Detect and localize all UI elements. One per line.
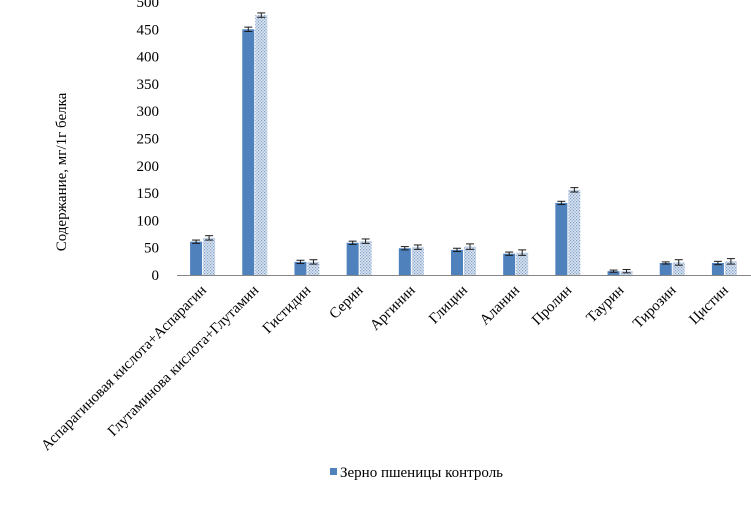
bar-control: [503, 253, 516, 275]
legend: Зерно пшеницы контроль: [330, 465, 503, 481]
y-tick-label: 150: [137, 186, 160, 202]
bar-control: [555, 202, 568, 275]
x-category-label: Таурин: [584, 283, 628, 327]
bar-control: [451, 249, 463, 275]
y-tick-label: 500: [137, 0, 160, 11]
bar-control: [398, 248, 411, 275]
y-tick-label: 0: [152, 268, 160, 284]
y-tick-label: 350: [137, 77, 160, 93]
bar-series-2: [255, 15, 268, 275]
y-tick-label: 300: [137, 104, 160, 120]
bar-series-2: [724, 261, 737, 275]
category-labels: Аспарагиновая кислота+АспарагинГлутамино…: [38, 283, 731, 455]
x-category-label: Гистидин: [260, 283, 314, 337]
x-category-label: Серин: [327, 283, 367, 323]
bar-control: [711, 262, 724, 275]
y-tick-label: 250: [137, 132, 160, 148]
y-axis-title: Содержание, мг/1г белка: [54, 92, 70, 251]
x-category-label: Тирозин: [630, 283, 679, 332]
y-tick-label: 100: [137, 213, 160, 229]
x-category-label: Глицин: [426, 283, 471, 328]
y-tick-label: 200: [137, 159, 160, 175]
x-category-label: Аланин: [477, 283, 523, 329]
bar-series-2: [411, 247, 424, 275]
bar-series-2: [307, 261, 320, 275]
bar-control: [190, 241, 203, 275]
bar-control: [346, 242, 359, 275]
y-tick-label: 450: [137, 22, 160, 38]
y-tick-label: 50: [144, 241, 159, 257]
bars: [190, 15, 737, 275]
bar-series-2: [203, 237, 216, 275]
error-bars: [192, 12, 735, 274]
x-category-label: Цистин: [686, 283, 731, 328]
bar-series-2: [568, 189, 581, 275]
bar-control: [659, 262, 672, 275]
bar-series-2: [516, 252, 529, 275]
legend-label: Зерно пшеницы контроль: [340, 465, 503, 481]
bar-control: [242, 29, 255, 275]
y-tick-label: 400: [137, 50, 160, 66]
x-category-label: Аргинин: [367, 283, 418, 334]
y-axis-ticks: 0 50 100 150 200 250 300 350 400 450 500: [137, 0, 160, 284]
bar-series-2: [359, 241, 372, 275]
legend-swatch: [330, 468, 337, 475]
x-category-label: Пролин: [529, 283, 575, 329]
bar-control: [607, 271, 620, 275]
bar-series-2: [464, 246, 476, 275]
bar-control: [294, 261, 307, 275]
